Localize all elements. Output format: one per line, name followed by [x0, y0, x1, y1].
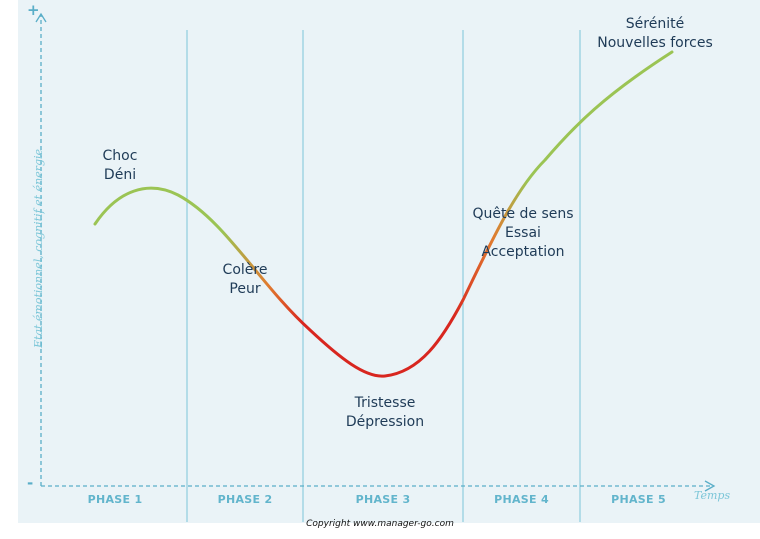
phase-4-label: PHASE 4: [494, 493, 549, 506]
stage-3-line-2: Dépression: [345, 414, 425, 430]
stage-3-label: Tristesse Dépression: [330, 394, 440, 432]
stage-5-line-2: Nouvelles forces: [597, 35, 713, 51]
phase-5-label: PHASE 5: [611, 493, 666, 506]
stage-2-line-2: Peur: [229, 281, 261, 297]
stage-1-line-1: Choc: [102, 148, 138, 164]
phase-2-label: PHASE 2: [217, 493, 273, 506]
stage-2-label: Colère Peur: [205, 261, 285, 299]
stage-4-label: Quête de sens Essai Acceptation: [463, 205, 583, 262]
stage-5-line-1: Sérénité: [625, 16, 685, 32]
x-axis-arrowhead: [704, 480, 716, 492]
stage-1-label: Choc Déni: [80, 147, 160, 185]
y-axis-minus-sign: -: [27, 474, 34, 492]
stage-4-line-1: Quête de sens: [472, 206, 574, 222]
phase-1-label: PHASE 1: [87, 493, 143, 506]
stage-5-label: Sérénité Nouvelles forces: [585, 15, 725, 53]
stage-1-line-2: Déni: [103, 167, 137, 183]
stage-4-line-2: Essai: [505, 225, 541, 241]
y-axis-arrowhead: [35, 12, 47, 23]
change-curve: [93, 50, 674, 378]
y-axis-label: Etat émotionnel, cognitif et énergie: [32, 148, 45, 348]
copyright-text: Copyright www.manager-go.com: [306, 519, 454, 529]
x-axis-label: Temps: [694, 489, 731, 502]
stage-3-line-1: Tristesse: [354, 395, 416, 411]
diagram-background: [18, 0, 760, 523]
stage-2-line-1: Colère: [222, 262, 268, 278]
stage-4-line-3: Acceptation: [481, 244, 565, 260]
y-axis-plus-sign: +: [27, 1, 40, 19]
phase-3-label: PHASE 3: [355, 493, 411, 506]
